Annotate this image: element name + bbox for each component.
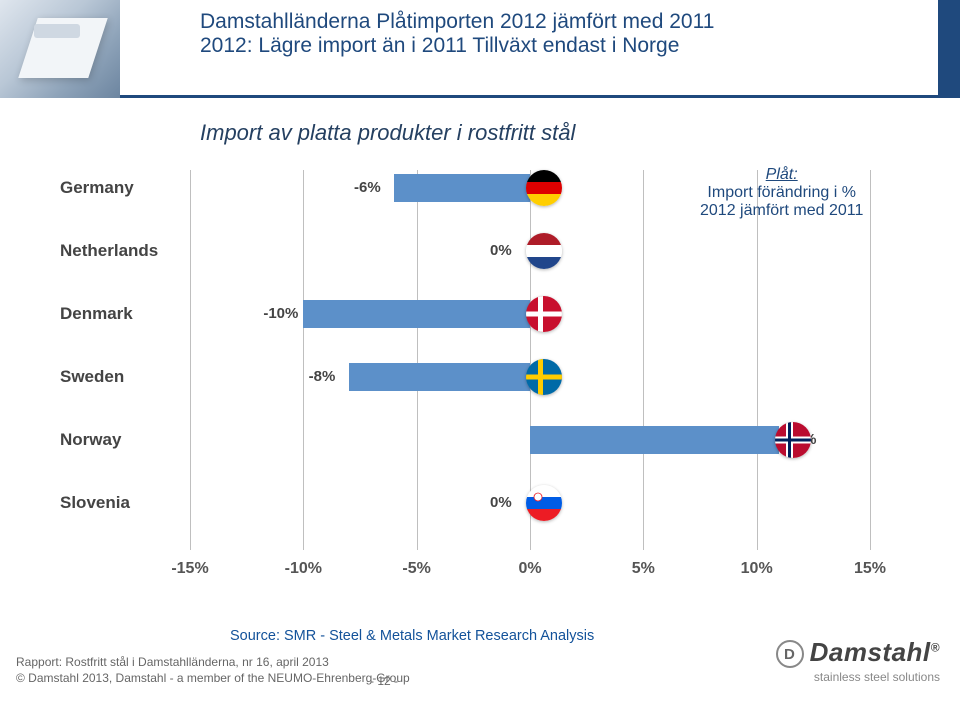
title-line-2: 2012: Lägre import än i 2011 Tillväxt en…: [200, 34, 900, 58]
category-label: Denmark: [60, 304, 180, 324]
brand-text: Damstahl: [810, 637, 931, 667]
x-tick-label: 0%: [518, 560, 541, 578]
bar-chart: -15%-10%-5%0%5%10%15%-6%0%-10%-8%11%0% P…: [60, 160, 890, 590]
footer-left: Rapport: Rostfritt stål i Damstahlländer…: [16, 654, 410, 686]
netherlands-flag-icon: [526, 233, 562, 269]
annotation-line-3: 2012 jämfört med 2011: [700, 202, 863, 220]
norway-flag-icon: [775, 422, 811, 458]
x-tick-label: -5%: [402, 560, 430, 578]
title-block: Damstahlländerna Plåtimporten 2012 jämfö…: [200, 10, 900, 58]
chart-bar: [349, 363, 530, 391]
x-tick-label: -10%: [285, 560, 322, 578]
chart-subtitle: Import av platta produkter i rostfritt s…: [200, 120, 575, 146]
value-label: 0%: [490, 242, 512, 259]
page-number: - 12 -: [370, 674, 398, 688]
chart-gridline: [757, 170, 758, 550]
value-label: 0%: [490, 494, 512, 511]
chart-gridline: [870, 170, 871, 550]
chart-annotation: Plåt: Import förändring i % 2012 jämfört…: [700, 166, 863, 220]
sweden-flag-icon: [526, 359, 562, 395]
category-label: Slovenia: [60, 493, 180, 513]
category-label: Germany: [60, 178, 180, 198]
chart-plot-area: -15%-10%-5%0%5%10%15%-6%0%-10%-8%11%0%: [190, 170, 870, 550]
title-line-1: Damstahlländerna Plåtimporten 2012 jämfö…: [200, 10, 900, 34]
chart-gridline: [417, 170, 418, 550]
value-label: -6%: [354, 179, 381, 196]
category-label: Netherlands: [60, 241, 180, 261]
germany-flag-icon: [526, 170, 562, 206]
category-label: Sweden: [60, 367, 180, 387]
footer-line-1: Rapport: Rostfritt stål i Damstahlländer…: [16, 654, 410, 670]
x-tick-label: -15%: [171, 560, 208, 578]
value-label: -10%: [263, 305, 298, 322]
slovenia-flag-icon: [526, 485, 562, 521]
brand-tagline: stainless steel solutions: [776, 670, 940, 684]
chart-bar: [303, 300, 530, 328]
brand-logo: DDamstahl® stainless steel solutions: [776, 637, 940, 684]
header-decorative-image: [0, 0, 120, 98]
chart-bar: [530, 426, 779, 454]
brand-name: DDamstahl®: [776, 637, 940, 668]
x-tick-label: 10%: [741, 560, 773, 578]
chart-gridline: [303, 170, 304, 550]
annotation-line-2: Import förändring i %: [700, 184, 863, 202]
brand-mark-icon: D: [776, 640, 804, 668]
x-tick-label: 15%: [854, 560, 886, 578]
x-tick-label: 5%: [632, 560, 655, 578]
denmark-flag-icon: [526, 296, 562, 332]
source-line: Source: SMR - Steel & Metals Market Rese…: [230, 628, 594, 644]
category-label: Norway: [60, 430, 180, 450]
chart-gridline: [190, 170, 191, 550]
chart-gridline: [643, 170, 644, 550]
value-label: -8%: [309, 368, 336, 385]
annotation-title: Plåt:: [700, 166, 863, 184]
chart-bar: [394, 174, 530, 202]
footer-line-2: © Damstahl 2013, Damstahl - a member of …: [16, 670, 410, 686]
